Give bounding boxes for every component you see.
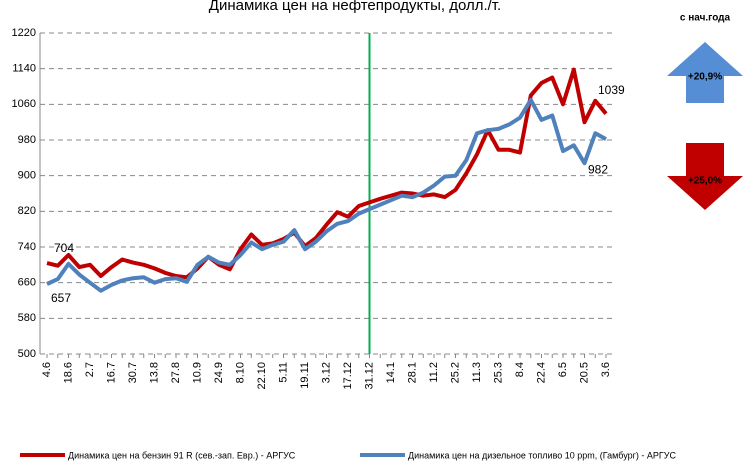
y-tick-label: 1220 (12, 27, 36, 39)
data-label: 657 (51, 291, 71, 305)
legend-label: Динамика цен на бензин 91 R (сев.-зап. Е… (68, 450, 296, 460)
y-tick-label: 580 (18, 312, 36, 324)
x-tick-label: 30.7 (127, 362, 139, 383)
data-label: 1039 (598, 83, 625, 97)
y-tick-label: 1140 (12, 63, 36, 75)
up-arrow (667, 42, 743, 103)
x-tick-label: 2.7 (84, 362, 96, 377)
x-tick-label: 18.6 (62, 362, 74, 383)
x-tick-label: 3.12 (320, 362, 332, 383)
x-tick-label: 8.10 (234, 362, 246, 383)
x-tick-label: 20.5 (578, 362, 590, 383)
legend-label: Динамика цен на дизельное топливо 10 ppm… (408, 450, 676, 460)
x-tick-label: 25.2 (449, 362, 461, 383)
series-line (46, 67, 608, 280)
x-tick-label: 22.4 (535, 362, 547, 383)
y-tick-label: 980 (18, 134, 36, 146)
x-tick-label: 4.6 (41, 362, 53, 377)
y-tick-label: 500 (18, 348, 36, 360)
ytd-diesel: +20,9% (688, 72, 722, 83)
x-tick-label: 8.4 (514, 362, 526, 377)
y-tick-label: 740 (18, 241, 36, 253)
ytd-title: с нач.года (680, 13, 731, 24)
data-label: 982 (588, 162, 608, 176)
x-tick-label: 5.11 (277, 362, 289, 383)
data-label: 704 (54, 241, 74, 255)
down-arrow (667, 143, 743, 210)
x-tick-label: 22.10 (256, 362, 268, 390)
x-tick-label: 11.3 (471, 362, 483, 383)
x-tick-label: 25.3 (492, 362, 504, 383)
ytd-gasoline: +25,0% (688, 176, 722, 187)
x-tick-label: 19.11 (299, 362, 311, 389)
x-tick-label: 11.2 (428, 362, 440, 383)
x-tick-label: 17.12 (342, 362, 354, 390)
x-tick-label: 16.7 (105, 362, 117, 383)
chart-title: Динамика цен на нефтепродукты, долл./т. (209, 0, 501, 14)
x-tick-label: 13.8 (148, 362, 160, 383)
y-tick-label: 660 (18, 277, 36, 289)
x-tick-label: 27.8 (170, 362, 182, 383)
y-tick-label: 1060 (12, 98, 36, 110)
x-tick-label: 14.1 (385, 362, 397, 383)
series-line (46, 97, 607, 293)
x-tick-label: 10.9 (191, 362, 203, 383)
x-tick-label: 3.6 (600, 362, 612, 377)
x-tick-label: 6.5 (557, 362, 569, 377)
y-tick-label: 900 (18, 170, 36, 182)
x-tick-label: 28.1 (406, 362, 418, 383)
x-tick-label: 24.9 (213, 362, 225, 383)
y-tick-label: 820 (18, 205, 36, 217)
x-tick-label: 31.12 (363, 362, 375, 390)
